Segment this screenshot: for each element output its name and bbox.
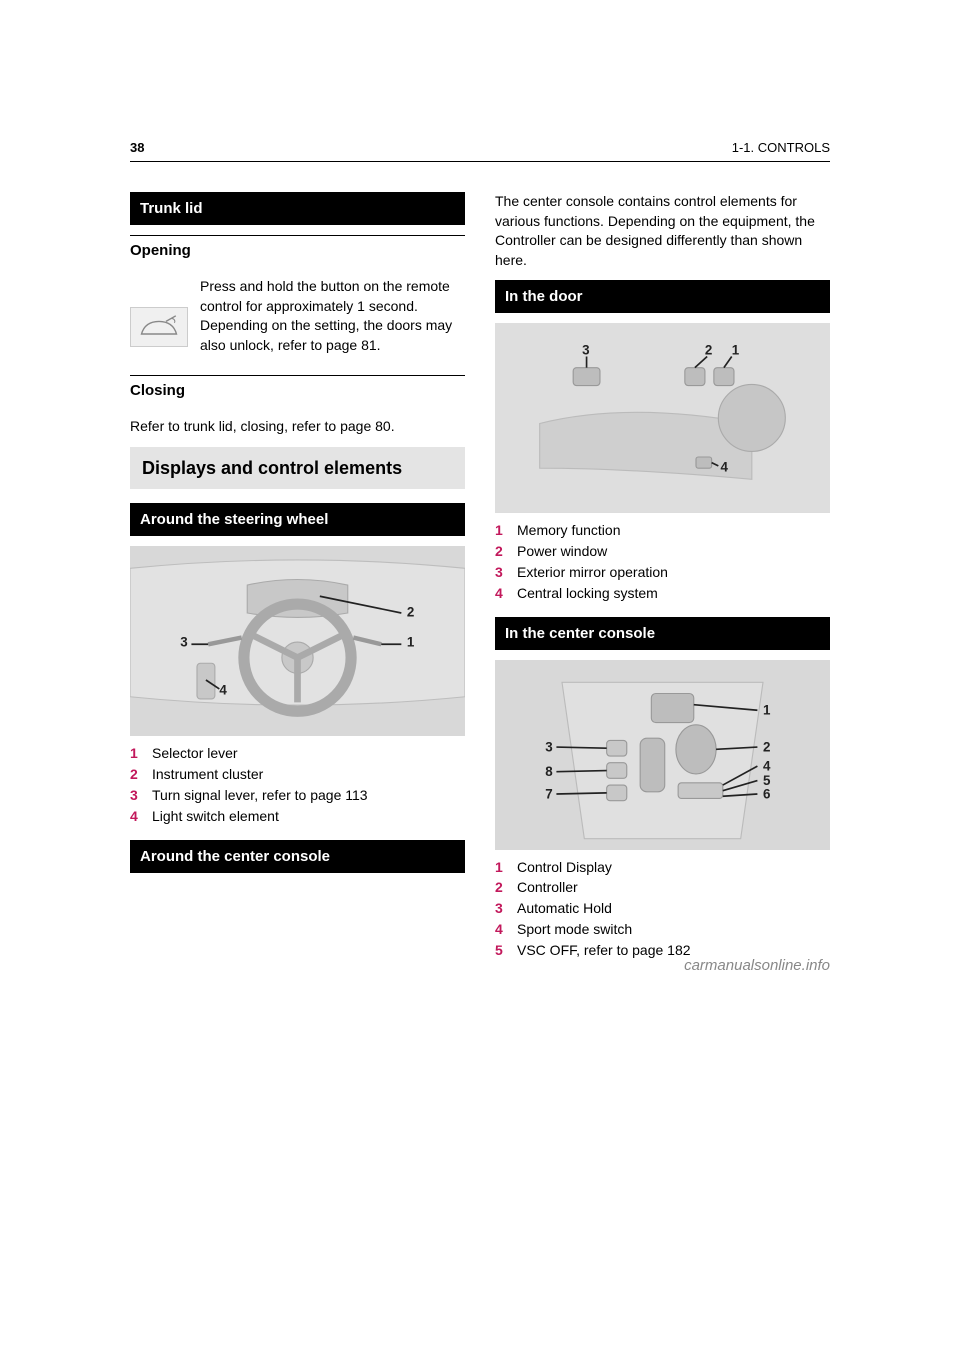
- list-item: 4 Central locking system: [495, 584, 830, 603]
- svg-text:2: 2: [407, 605, 414, 620]
- center-console-heading: Around the center console: [130, 840, 465, 873]
- svg-text:4: 4: [721, 460, 729, 475]
- list-number: 4: [130, 807, 144, 826]
- right-column: The center console contains control elem…: [495, 192, 830, 974]
- list-item: 4 Light switch element: [130, 807, 465, 826]
- list-text: VSC OFF, refer to page 182: [517, 941, 691, 960]
- list-number: 2: [495, 878, 509, 897]
- page-header: 38 1-1. CONTROLS: [130, 140, 830, 155]
- svg-text:3: 3: [582, 343, 589, 358]
- svg-text:1: 1: [407, 635, 415, 650]
- list-text: Power window: [517, 542, 607, 561]
- page: 38 1-1. CONTROLS Trunk lid Opening Press…: [0, 0, 960, 1014]
- list-number: 1: [495, 521, 509, 540]
- opening-subhead: Opening: [130, 235, 465, 269]
- opening-text: Press and hold the button on the remote …: [200, 277, 465, 355]
- list-number: 3: [130, 786, 144, 805]
- section-path: 1-1. CONTROLS: [732, 140, 830, 155]
- list-item: 3 Exterior mirror operation: [495, 563, 830, 582]
- svg-text:2: 2: [705, 343, 712, 358]
- list-number: 3: [495, 563, 509, 582]
- list-item: 1 Control Display: [495, 858, 830, 877]
- list-text: Instrument cluster: [152, 765, 263, 784]
- svg-text:1: 1: [763, 702, 771, 717]
- page-number: 38: [130, 140, 144, 155]
- svg-text:6: 6: [763, 786, 770, 801]
- door-list: 1 Memory function 2 Power window 3 Exterior…: [495, 521, 830, 603]
- list-text: Light switch element: [152, 807, 279, 826]
- door-heading: In the door: [495, 280, 830, 313]
- tailgate-heading: Trunk lid: [130, 192, 465, 225]
- list-number: 2: [495, 542, 509, 561]
- list-text: Automatic Hold: [517, 899, 612, 918]
- content-columns: Trunk lid Opening Press and hold the but…: [130, 192, 830, 974]
- list-text: Controller: [517, 878, 578, 897]
- svg-text:1: 1: [732, 343, 740, 358]
- svg-text:3: 3: [545, 739, 552, 754]
- list-item: 3 Turn signal lever, refer to page 113: [130, 786, 465, 805]
- steering-figure: 1 2 3 4: [130, 546, 465, 736]
- list-text: Exterior mirror operation: [517, 563, 668, 582]
- door-figure: 1 2 3 4: [495, 323, 830, 513]
- list-number: 2: [130, 765, 144, 784]
- svg-text:8: 8: [545, 764, 553, 779]
- list-text: Sport mode switch: [517, 920, 632, 939]
- svg-text:7: 7: [545, 786, 552, 801]
- center-area-figure: 1 2 3 4 5 6 7 8: [495, 660, 830, 850]
- displays-heading: Displays and control elements: [130, 447, 465, 490]
- list-item: 2 Controller: [495, 878, 830, 897]
- list-text: Control Display: [517, 858, 612, 877]
- list-text: Selector lever: [152, 744, 238, 763]
- list-item: 3 Automatic Hold: [495, 899, 830, 918]
- center-area-list: 1 Control Display 2 Controller 3 Automatic …: [495, 858, 830, 960]
- list-item: 1 Selector lever: [130, 744, 465, 763]
- closing-text: Refer to trunk lid, closing, refer to pa…: [130, 417, 465, 437]
- opening-row: Press and hold the button on the remote …: [130, 277, 465, 365]
- center-area-heading: In the center console: [495, 617, 830, 650]
- steering-list: 1 Selector lever 2 Instrument cluster 3 Tur…: [130, 744, 465, 826]
- list-number: 3: [495, 899, 509, 918]
- list-text: Central locking system: [517, 584, 658, 603]
- steering-heading: Around the steering wheel: [130, 503, 465, 536]
- list-item: 4 Sport mode switch: [495, 920, 830, 939]
- center-console-text: The center console contains control elem…: [495, 192, 830, 270]
- svg-text:4: 4: [219, 683, 227, 698]
- list-number: 1: [130, 744, 144, 763]
- list-item: 1 Memory function: [495, 521, 830, 540]
- closing-subhead: Closing: [130, 375, 465, 409]
- list-number: 4: [495, 584, 509, 603]
- left-column: Trunk lid Opening Press and hold the but…: [130, 192, 465, 974]
- footer-url: carmanualsonline.info: [684, 957, 830, 974]
- list-item: 2 Power window: [495, 542, 830, 561]
- list-text: Turn signal lever, refer to page 113: [152, 786, 368, 805]
- header-divider: [130, 161, 830, 162]
- svg-text:3: 3: [180, 635, 187, 650]
- list-number: 4: [495, 920, 509, 939]
- svg-text:2: 2: [763, 739, 770, 754]
- list-number: 5: [495, 941, 509, 960]
- list-text: Memory function: [517, 521, 620, 540]
- svg-text:4: 4: [763, 758, 771, 773]
- list-number: 1: [495, 858, 509, 877]
- tailgate-open-icon: [130, 307, 188, 347]
- list-item: 2 Instrument cluster: [130, 765, 465, 784]
